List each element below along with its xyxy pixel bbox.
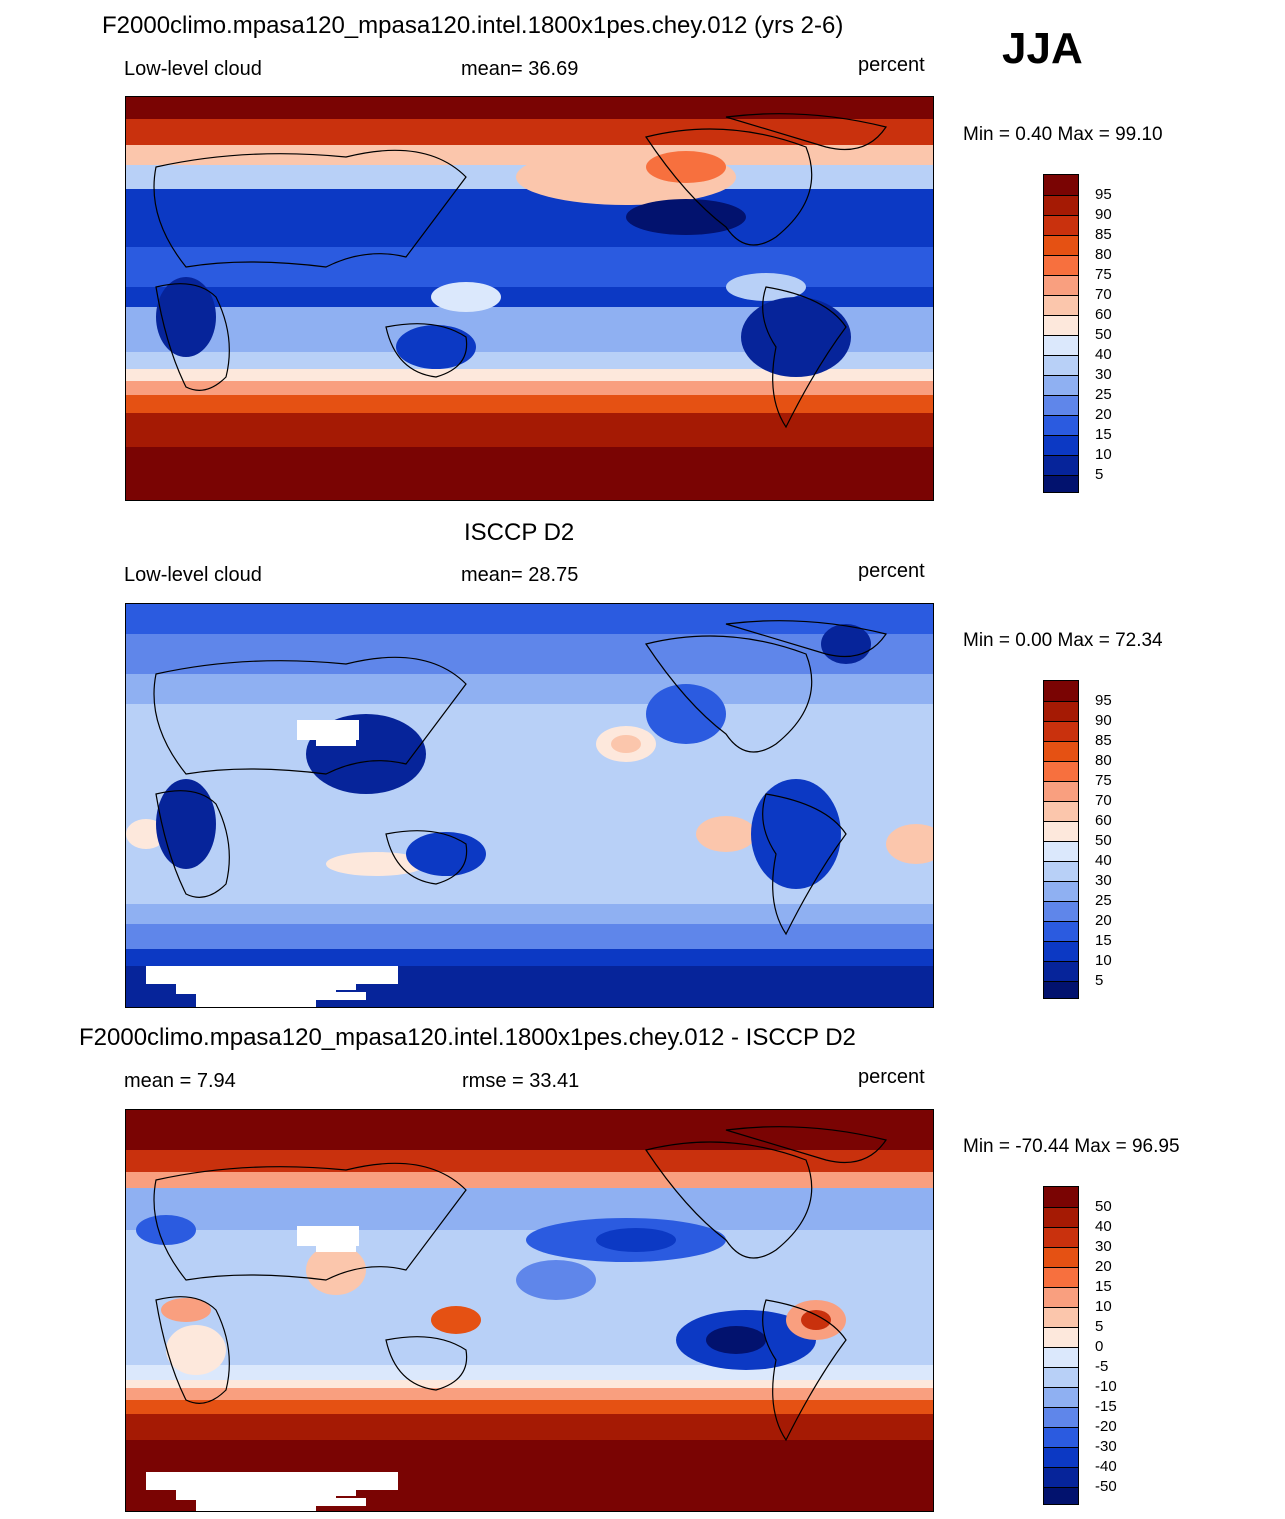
panel2-colorbar bbox=[1043, 680, 1079, 999]
panel2-tick: 20 bbox=[1095, 912, 1112, 929]
panel1-map bbox=[125, 96, 934, 501]
panel2-tick: 50 bbox=[1095, 832, 1112, 849]
panel1-tick: 60 bbox=[1095, 306, 1112, 323]
panel3-map bbox=[125, 1109, 934, 1512]
panel2-map bbox=[125, 603, 934, 1008]
panel1-title: F2000climo.mpasa120_mpasa120.intel.1800x… bbox=[102, 12, 844, 39]
panel2-tick: 90 bbox=[1095, 712, 1112, 729]
panel2-tick: 40 bbox=[1095, 852, 1112, 869]
panel2-tick: 30 bbox=[1095, 872, 1112, 889]
panel1-minmax: Min = 0.40 Max = 99.10 bbox=[963, 124, 1163, 145]
panel1-tick: 15 bbox=[1095, 426, 1112, 443]
panel3-tick: -5 bbox=[1095, 1358, 1109, 1375]
panel2-tick: 95 bbox=[1095, 692, 1112, 709]
panel2-tick: 25 bbox=[1095, 892, 1112, 909]
panel1-tick: 30 bbox=[1095, 366, 1112, 383]
panel3-tick: 5 bbox=[1095, 1318, 1104, 1335]
panel2-tick: 15 bbox=[1095, 932, 1112, 949]
panel1-tick: 10 bbox=[1095, 446, 1112, 463]
panel3-tick: 10 bbox=[1095, 1298, 1112, 1315]
panel3-rmse-label: rmse = 33.41 bbox=[462, 1070, 580, 1092]
panel3-units-label: percent bbox=[858, 1066, 925, 1088]
panel3-tick: -15 bbox=[1095, 1398, 1117, 1415]
panel2-mean-label: mean= 28.75 bbox=[461, 564, 579, 586]
panel1-tick: 70 bbox=[1095, 286, 1112, 303]
panel1-tick: 80 bbox=[1095, 246, 1112, 263]
panel1-tick: 90 bbox=[1095, 206, 1112, 223]
panel1-tick: 85 bbox=[1095, 226, 1112, 243]
panel1-tick: 20 bbox=[1095, 406, 1112, 423]
panel1-mean-label: mean= 36.69 bbox=[461, 58, 579, 80]
panel1-tick: 40 bbox=[1095, 346, 1112, 363]
panel3-mean-label: mean = 7.94 bbox=[124, 1070, 236, 1092]
panel2-tick: 80 bbox=[1095, 752, 1112, 769]
panel1-variable-label: Low-level cloud bbox=[124, 58, 262, 80]
panel1-units-label: percent bbox=[858, 54, 925, 76]
panel3-tick: 50 bbox=[1095, 1198, 1112, 1215]
panel2-units-label: percent bbox=[858, 560, 925, 582]
panel3-tick: 0 bbox=[1095, 1338, 1104, 1355]
panel3-tick: 30 bbox=[1095, 1238, 1112, 1255]
panel3-tick: 15 bbox=[1095, 1278, 1112, 1295]
panel2-title: ISCCP D2 bbox=[464, 519, 575, 546]
panel2-tick: 10 bbox=[1095, 952, 1112, 969]
panel2-tick: 75 bbox=[1095, 772, 1112, 789]
panel1-colorbar bbox=[1043, 174, 1079, 493]
panel3-tick: -10 bbox=[1095, 1378, 1117, 1395]
panel2-tick: 85 bbox=[1095, 732, 1112, 749]
panel3-tick: -30 bbox=[1095, 1438, 1117, 1455]
panel1-tick: 5 bbox=[1095, 466, 1104, 483]
panel1-tick: 50 bbox=[1095, 326, 1112, 343]
panel3-title: F2000climo.mpasa120_mpasa120.intel.1800x… bbox=[79, 1024, 856, 1051]
panel3-tick: -40 bbox=[1095, 1458, 1117, 1475]
panel2-variable-label: Low-level cloud bbox=[124, 564, 262, 586]
panel3-tick: 40 bbox=[1095, 1218, 1112, 1235]
panel1-tick: 25 bbox=[1095, 386, 1112, 403]
panel3-colorbar bbox=[1043, 1186, 1079, 1505]
panel2-tick: 5 bbox=[1095, 972, 1104, 989]
panel1-tick: 75 bbox=[1095, 266, 1112, 283]
season-label: JJA bbox=[1002, 24, 1083, 73]
panel2-tick: 60 bbox=[1095, 812, 1112, 829]
panel3-minmax: Min = -70.44 Max = 96.95 bbox=[963, 1136, 1180, 1157]
panel2-tick: 70 bbox=[1095, 792, 1112, 809]
panel3-tick: -20 bbox=[1095, 1418, 1117, 1435]
panel3-tick: 20 bbox=[1095, 1258, 1112, 1275]
panel2-minmax: Min = 0.00 Max = 72.34 bbox=[963, 630, 1163, 651]
panel3-tick: -50 bbox=[1095, 1478, 1117, 1495]
panel1-tick: 95 bbox=[1095, 186, 1112, 203]
